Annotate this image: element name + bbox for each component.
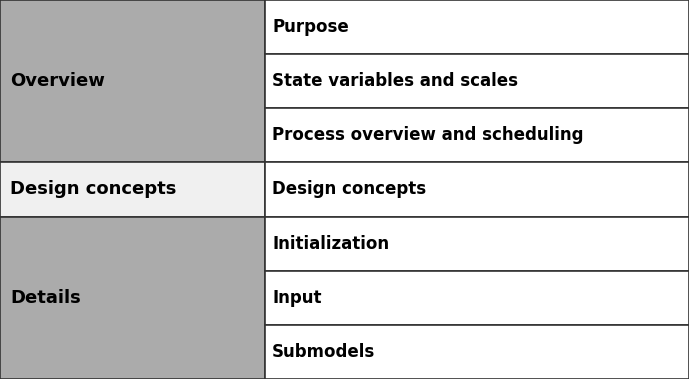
Text: Input: Input	[272, 289, 322, 307]
Text: Design concepts: Design concepts	[272, 180, 426, 199]
Bar	[0, 163, 265, 216]
Bar	[265, 271, 689, 325]
Text: Purpose: Purpose	[272, 18, 349, 36]
Bar	[265, 0, 689, 54]
Text: State variables and scales: State variables and scales	[272, 72, 518, 90]
Text: Submodels: Submodels	[272, 343, 376, 361]
Bar	[265, 216, 689, 271]
Bar	[265, 54, 689, 108]
Bar	[0, 216, 265, 379]
Text: Details: Details	[10, 289, 81, 307]
Text: Design concepts: Design concepts	[10, 180, 176, 199]
Bar	[265, 163, 689, 216]
Text: Overview: Overview	[10, 72, 105, 90]
Text: Process overview and scheduling: Process overview and scheduling	[272, 126, 584, 144]
Text: Initialization: Initialization	[272, 235, 389, 253]
Bar	[265, 325, 689, 379]
Bar	[265, 108, 689, 163]
Bar	[0, 0, 265, 163]
